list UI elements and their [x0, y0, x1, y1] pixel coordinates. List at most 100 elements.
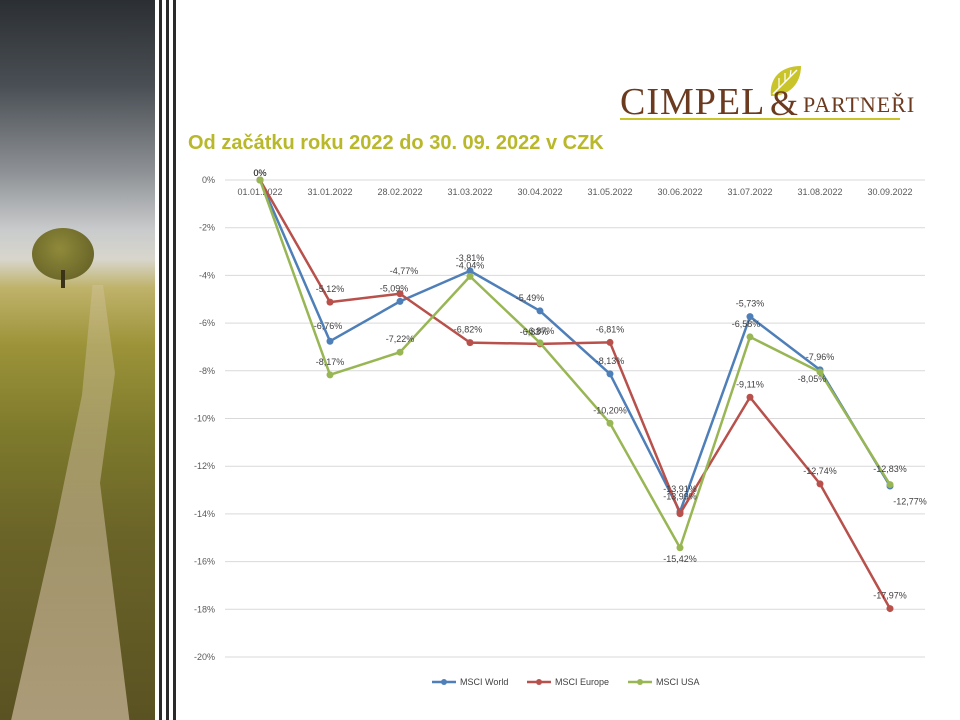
data-label: -10,20%	[593, 405, 627, 415]
data-point	[676, 510, 684, 518]
y-tick-label: -14%	[194, 509, 215, 519]
data-label: 0%	[253, 168, 266, 178]
y-tick-label: -8%	[199, 366, 215, 376]
data-label: -6,82%	[454, 325, 483, 335]
y-tick-label: -4%	[199, 270, 215, 280]
data-point	[816, 480, 824, 488]
logo-suffix-text: PARTNEŘI	[803, 92, 916, 117]
x-tick-label: 31.03.2022	[447, 187, 492, 197]
data-point	[746, 333, 754, 341]
data-point	[886, 481, 894, 489]
data-label: -6,76%	[314, 321, 343, 331]
data-point	[536, 307, 544, 315]
data-label: 0%	[253, 168, 266, 178]
logo-underline	[620, 118, 900, 120]
x-tick-label: 30.06.2022	[657, 187, 702, 197]
data-label: -12,83%	[873, 464, 907, 474]
legend-marker	[637, 679, 643, 685]
legend-marker	[441, 679, 447, 685]
data-label: -8,05%	[798, 374, 827, 384]
data-label: -5,12%	[316, 284, 345, 294]
data-point	[326, 371, 334, 379]
series-line	[258, 179, 892, 514]
x-tick-label: 30.04.2022	[517, 187, 562, 197]
data-point	[676, 544, 684, 552]
data-point	[606, 370, 614, 378]
x-tick-label: 31.05.2022	[587, 187, 632, 197]
data-point	[536, 339, 544, 347]
data-point	[466, 339, 474, 347]
data-label: -4,77%	[390, 266, 419, 276]
divider-stripe	[166, 0, 169, 720]
y-tick-label: -2%	[199, 223, 215, 233]
data-point	[256, 176, 264, 184]
data-label: -12,74%	[803, 466, 837, 476]
data-label: -6,81%	[596, 324, 625, 334]
divider-stripe	[169, 0, 173, 720]
data-point	[746, 393, 754, 401]
data-label: -13,99%	[663, 492, 697, 502]
data-label: -6,87%	[526, 326, 555, 336]
company-logo: CIMPEL & PARTNEŘI	[620, 66, 914, 126]
tree-trunk-shape	[61, 270, 65, 288]
data-point	[746, 313, 754, 321]
legend: MSCI World MSCI Europe MSCI USA	[432, 677, 700, 687]
data-point	[396, 290, 404, 298]
data-label: -7,96%	[806, 352, 835, 362]
x-tick-label: 30.09.2022	[867, 187, 912, 197]
legend-label: MSCI Europe	[555, 677, 609, 687]
divider-stripe	[159, 0, 162, 720]
data-label: -4,04%	[456, 260, 485, 270]
y-tick-label: -16%	[194, 557, 215, 567]
data-label: -5,73%	[736, 299, 765, 309]
legend-label: MSCI USA	[656, 677, 700, 687]
y-tick-label: -20%	[194, 652, 215, 662]
data-label: -13,91%	[663, 484, 697, 494]
leaf-logo-icon	[770, 66, 801, 96]
data-label: 0%	[253, 168, 266, 178]
data-point	[396, 348, 404, 356]
x-tick-label: 28.02.2022	[377, 187, 422, 197]
axis-layer: 0% -2% -4% -6% -8% -10% -12% -14% -16% -18% -20% 01…	[194, 175, 913, 662]
divider-stripe	[162, 0, 166, 720]
data-point	[606, 338, 614, 346]
x-tick-label: 01.01.2022	[237, 187, 282, 197]
data-label: -6,83%	[520, 327, 549, 337]
logo-ampersand: &	[770, 83, 799, 123]
y-tick-label: -18%	[194, 604, 215, 614]
data-point	[606, 419, 614, 427]
x-tick-label: 31.01.2022	[307, 187, 352, 197]
landscape-photo	[0, 0, 155, 720]
divider-stripe	[155, 0, 159, 720]
legend-label: MSCI World	[460, 677, 508, 687]
data-label: -5,49%	[516, 293, 545, 303]
data-point	[326, 337, 334, 345]
data-label: -6,58%	[732, 319, 761, 329]
data-label-layer: 0%-6,76%-5,09%-3,81%-5,49%-8,13%-13,91%-…	[253, 168, 926, 601]
data-label: -9,11%	[736, 379, 764, 389]
x-tick-label: 31.08.2022	[797, 187, 842, 197]
y-tick-label: -10%	[194, 414, 215, 424]
data-point	[466, 267, 474, 275]
y-tick-label: -12%	[194, 461, 215, 471]
data-label: -3,81%	[456, 253, 485, 263]
data-label: -12,77%	[893, 497, 927, 507]
data-label: -5,09%	[380, 283, 409, 293]
data-point	[816, 368, 824, 376]
logo-brand-text: CIMPEL	[620, 81, 766, 123]
series-line	[258, 179, 892, 550]
data-point	[326, 298, 334, 306]
series-layer	[256, 176, 894, 613]
data-label: -7,22%	[386, 334, 415, 344]
legend-marker	[536, 679, 542, 685]
chart-title: Od začátku roku 2022 do 30. 09. 2022 v C…	[188, 132, 604, 154]
data-label: -15,42%	[663, 554, 697, 564]
data-point	[886, 605, 894, 613]
grid-layer	[225, 179, 925, 658]
series-line	[258, 179, 892, 610]
data-label: -8,13%	[596, 356, 625, 366]
divider-stripe	[173, 0, 176, 720]
x-tick-label: 31.07.2022	[727, 187, 772, 197]
